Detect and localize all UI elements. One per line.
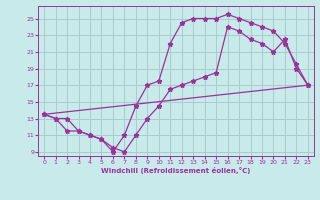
X-axis label: Windchill (Refroidissement éolien,°C): Windchill (Refroidissement éolien,°C) (101, 167, 251, 174)
